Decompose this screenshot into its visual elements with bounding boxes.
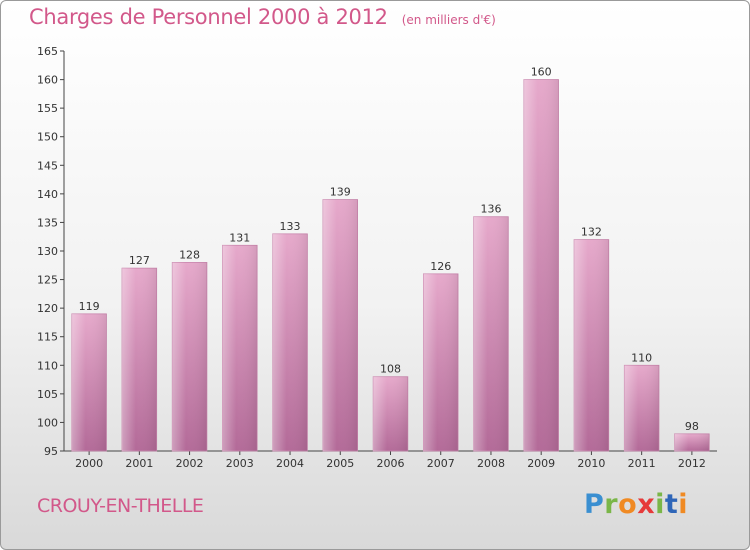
chart-subtitle: (en milliers d'€) — [401, 13, 496, 27]
logo-letter: i — [678, 489, 689, 520]
bar-labels-group: 119 127 128 131 133 139 108 126 136 160 132 110 98 — [79, 66, 699, 433]
bar-sheen — [423, 273, 459, 451]
y-axis: 95 100 105 110 115 120 125 130 135 140 145 150 155 16… — [37, 45, 65, 458]
bar-sheen — [624, 365, 659, 451]
y-tick-label: 100 — [37, 416, 58, 429]
bar-value-label: 98 — [685, 420, 699, 433]
bar-value-label: 110 — [631, 351, 652, 364]
bar-sheen — [172, 262, 207, 451]
x-tick-label: 2008 — [477, 457, 505, 470]
bar-value-label: 126 — [430, 260, 451, 273]
commune-name: CROUY-EN-THELLE — [37, 495, 204, 517]
y-tick-label: 105 — [37, 388, 58, 401]
bar-sheen — [674, 433, 710, 451]
proxiti-logo[interactable]: Proxiti — [584, 489, 688, 520]
x-tick-label: 2006 — [377, 457, 405, 470]
bar-value-label: 139 — [330, 186, 351, 199]
title-row: Charges de Personnel 2000 à 2012 (en mill… — [29, 5, 496, 29]
bar-value-label: 128 — [179, 248, 200, 261]
x-axis: 2000 2001 2002 2003 2004 2005 2006 2007 2008 2009… — [64, 450, 717, 470]
bar-value-label: 119 — [79, 300, 100, 313]
bar-value-label: 131 — [229, 231, 250, 244]
x-tick-label: 2000 — [75, 457, 103, 470]
y-tick-label: 155 — [37, 102, 58, 115]
y-tick-label: 110 — [37, 359, 58, 372]
bar-value-label: 108 — [380, 363, 401, 376]
bar-sheen — [373, 376, 408, 451]
y-tick-label: 125 — [37, 274, 58, 287]
x-tick-label: 2001 — [125, 457, 153, 470]
y-tick-label: 120 — [37, 302, 58, 315]
bar-sheen — [322, 199, 358, 451]
logo-letter: x — [637, 489, 656, 520]
y-tick-label: 160 — [37, 74, 58, 87]
x-tick-label: 2005 — [326, 457, 354, 470]
y-tick-label: 150 — [37, 131, 58, 144]
y-tick-label: 135 — [37, 216, 58, 229]
bar-sheen — [574, 239, 609, 451]
logo-letter: P — [584, 489, 605, 520]
logo-letter: i — [655, 489, 665, 520]
y-tick-label: 145 — [37, 159, 58, 172]
y-tick-label: 130 — [37, 245, 58, 258]
chart-title: Charges de Personnel 2000 à 2012 — [29, 5, 388, 29]
bar-value-label: 133 — [280, 220, 301, 233]
bar-sheen — [473, 216, 509, 451]
x-tick-label: 2011 — [628, 457, 656, 470]
bar-sheen — [122, 268, 157, 451]
x-tick-label: 2003 — [226, 457, 254, 470]
logo-letter: o — [618, 489, 638, 520]
logo-letter: r — [604, 489, 619, 520]
logo-letter: t — [664, 489, 679, 520]
bar-value-label: 136 — [480, 203, 501, 216]
y-tick-label: 115 — [37, 331, 58, 344]
x-tick-label: 2010 — [577, 457, 605, 470]
bar-value-label: 127 — [129, 254, 150, 267]
x-tick-label: 2007 — [427, 457, 455, 470]
bar-sheen — [272, 233, 308, 451]
x-tick-label: 2012 — [678, 457, 706, 470]
x-tick-label: 2004 — [276, 457, 304, 470]
bar-sheen — [523, 79, 559, 452]
y-tick-label: 140 — [37, 188, 58, 201]
bar-value-label: 132 — [581, 226, 602, 239]
x-tick-label: 2002 — [176, 457, 204, 470]
y-tick-label: 165 — [37, 45, 58, 58]
x-tick-label: 2009 — [527, 457, 555, 470]
bar-sheen — [71, 313, 107, 451]
bar-sheen — [222, 245, 258, 451]
bar-value-label: 160 — [531, 66, 552, 79]
y-tick-label: 95 — [44, 445, 58, 458]
bars-group — [71, 79, 710, 452]
